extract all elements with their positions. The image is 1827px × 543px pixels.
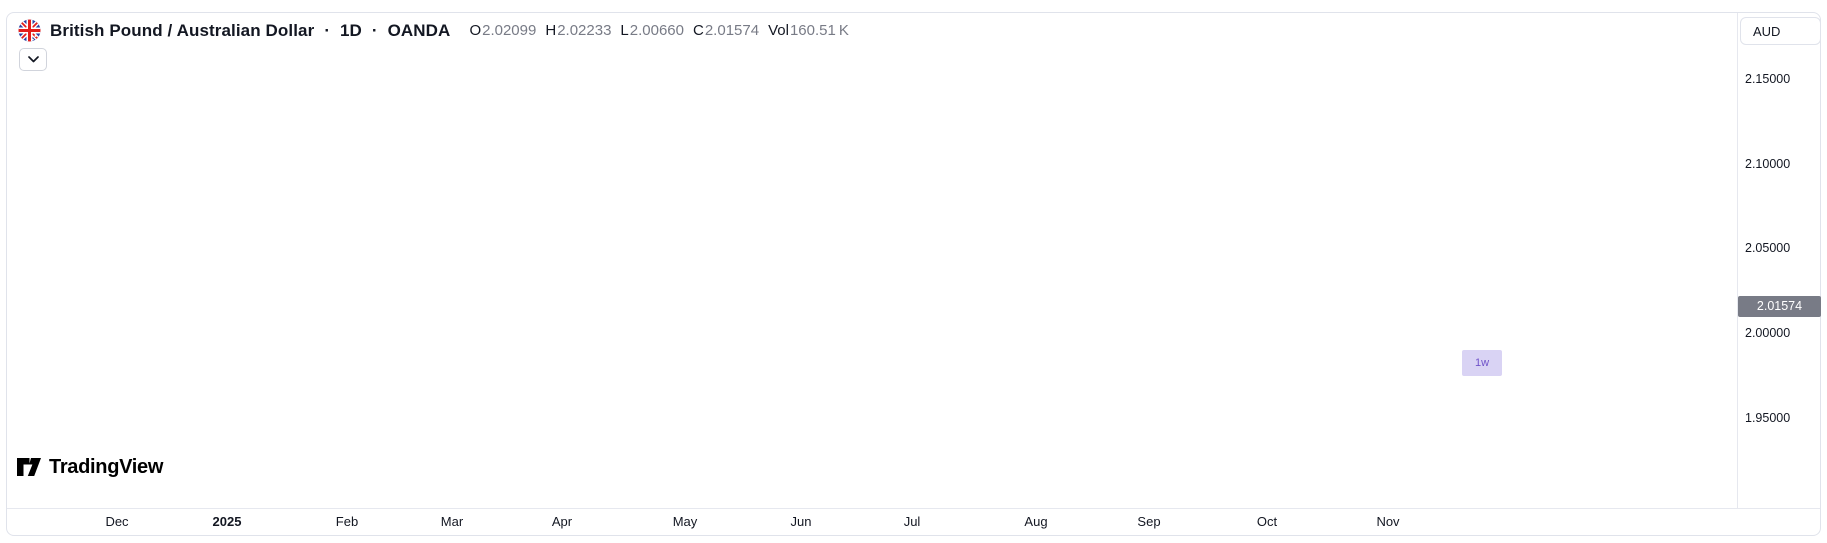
title-separator: · (371, 20, 378, 40)
currency-button[interactable]: AUD (1740, 17, 1821, 45)
ohlc-close: C 2.01574 (693, 22, 759, 39)
chart-card-frame (6, 12, 1821, 536)
exchange-name[interactable]: OANDA (387, 20, 451, 40)
price-tick-label: 2.00000 (1745, 326, 1791, 341)
tradingview-mark-icon (16, 455, 42, 479)
time-axis-separator (7, 508, 1820, 509)
time-axis-drag-area[interactable] (7, 509, 1737, 535)
last-price-value: 2.01574 (1756, 299, 1803, 314)
time-axis-label: Jul (903, 514, 921, 529)
chevron-down-icon (27, 56, 39, 63)
low-label: L (620, 22, 629, 39)
symbol-title[interactable]: British Pound / Australian Dollar (50, 20, 315, 40)
band-period-text: 1w (1474, 356, 1490, 369)
time-axis-label: May (672, 514, 698, 529)
ohlc-low: L 2.00660 (620, 22, 684, 39)
time-axis-label: Apr (551, 514, 573, 529)
tradingview-logo[interactable]: TradingView (16, 455, 163, 479)
time-axis-label: 2025 (212, 514, 242, 529)
high-value: 2.02233 (557, 22, 612, 39)
time-axis-label: Dec (105, 514, 129, 529)
price-tick-label: 1.95000 (1745, 410, 1791, 425)
ohlc-open: O 2.02099 (469, 22, 536, 39)
close-label: C (693, 22, 704, 39)
time-axis-label: Feb (335, 514, 359, 529)
currency-label: AUD (1753, 23, 1781, 39)
instrument-flag-icon (18, 19, 41, 42)
symbol-legend[interactable]: British Pound / Australian Dollar · 1D ·… (18, 19, 849, 42)
price-axis-drag-area[interactable] (1738, 50, 1821, 508)
price-tick-label: 2.05000 (1745, 241, 1791, 256)
band-period-label[interactable]: 1w (1462, 350, 1502, 376)
title-separator: · (324, 20, 330, 40)
price-tick-label: 2.15000 (1745, 72, 1791, 86)
time-axis-label: Mar (440, 514, 464, 529)
time-axis-label: Sep (1137, 514, 1161, 529)
low-value: 2.00660 (629, 22, 684, 39)
price-tick-label: 2.10000 (1745, 156, 1791, 171)
price-axis-separator (1737, 13, 1738, 508)
open-value: 2.02099 (482, 22, 537, 39)
time-axis-label: Nov (1376, 514, 1400, 529)
volume-readout: Vol 160.51 K (768, 22, 849, 39)
last-price-badge: 2.01574 (1738, 295, 1821, 317)
open-label: O (469, 22, 482, 39)
time-axis-label: Oct (1256, 514, 1278, 529)
ohlc-readout: O 2.02099 H 2.02233 L 2.00660 C 2.01574 … (469, 22, 848, 39)
high-label: H (545, 22, 557, 39)
time-axis-label: Aug (1024, 514, 1048, 529)
volume-label: Vol (768, 22, 789, 39)
timeframe-value[interactable]: 1D (339, 20, 362, 40)
tradingview-logo-text: TradingView (49, 455, 164, 478)
time-axis-label: Jun (790, 514, 812, 529)
close-value: 2.01574 (704, 22, 760, 39)
volume-value: 160.51 K (789, 22, 849, 39)
ohlc-high: H 2.02233 (545, 22, 611, 39)
legend-collapse-button[interactable] (19, 48, 47, 71)
